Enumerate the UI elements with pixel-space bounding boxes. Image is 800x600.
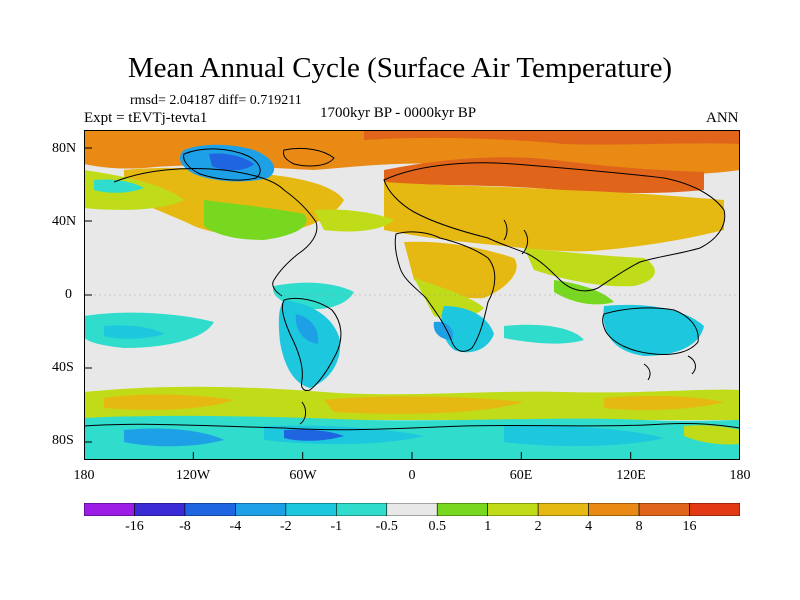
southeast-asia-band	[554, 280, 614, 305]
colorbar-label: 1	[484, 519, 492, 534]
lon-tick-120e: 120E	[616, 468, 646, 483]
colorbar-swatch	[386, 503, 438, 516]
season-label: ANN	[706, 110, 739, 126]
colorbar-swatch	[184, 503, 236, 516]
colorbar-swatch	[134, 503, 186, 516]
angola-cooling	[433, 321, 454, 340]
antarctic-strong-cooling	[284, 429, 344, 441]
colorbar-label: -0.5	[375, 519, 398, 534]
colorbar	[84, 503, 740, 516]
colorbar-label: -8	[179, 519, 191, 534]
colorbar-label: -1	[330, 519, 343, 534]
lon-tick-60e: 60E	[509, 468, 533, 483]
colorbar-swatch	[537, 503, 589, 516]
siberia-strong-warm	[384, 157, 704, 194]
us-moderate-warm	[204, 200, 307, 240]
lat-tick-40s: 40S	[52, 360, 74, 375]
amazon-cooling	[295, 314, 319, 344]
colorbar-label: -16	[125, 519, 144, 534]
temperature-anomaly-map	[84, 130, 740, 460]
colorbar-label: 16	[682, 519, 697, 534]
colorbar-swatch	[285, 503, 337, 516]
south-pacific-core	[104, 325, 164, 339]
colorbar-swatch	[487, 503, 539, 516]
bering-cooling	[94, 179, 144, 193]
colorbar-swatch	[235, 503, 287, 516]
colorbar-label: 2	[534, 519, 542, 534]
southern-ocean-warm-b	[324, 396, 524, 414]
southern-africa-cooling	[441, 306, 494, 353]
antarctic-cooling-core-a	[124, 428, 224, 447]
colorbar-swatch	[689, 503, 740, 516]
colorbar-label: 0.5	[428, 519, 446, 534]
canada-strong-cooling	[209, 153, 254, 171]
colorbar-label: -4	[229, 519, 242, 534]
figure-title: Mean Annual Cycle (Surface Air Temperatu…	[127, 52, 673, 84]
eurasia-warm	[384, 182, 724, 252]
lon-tick-120w: 120W	[175, 468, 211, 483]
colorbar-label: 8	[635, 519, 643, 534]
lon-tick-0: 0	[408, 468, 416, 483]
antarctic-cooling-core-c	[504, 425, 664, 447]
southern-ocean-warm-a	[104, 394, 234, 410]
lat-tick-0: 0	[65, 287, 72, 302]
antarctic-warm-patch	[684, 425, 740, 445]
lat-tick-40n: 40N	[52, 214, 77, 229]
period-label: 1700kyr BP - 0000kyr BP	[320, 105, 477, 121]
southern-ocean-warm-c	[604, 395, 724, 410]
north-atlantic-band	[314, 209, 394, 232]
coastlines	[84, 147, 740, 431]
colorbar-swatch	[436, 503, 488, 516]
lon-tick-60w: 60W	[289, 468, 317, 483]
experiment-label: Expt = tEVTj-tevta1	[84, 110, 208, 126]
colorbar-swatch	[638, 503, 690, 516]
colorbar-label: -2	[280, 519, 292, 534]
indian-ocean-cooling	[504, 324, 584, 344]
south-america-cooling	[278, 300, 341, 388]
south-asia-band	[524, 248, 655, 287]
lat-tick-80n: 80N	[52, 141, 77, 156]
colorbar-label: 4	[585, 519, 593, 534]
axis-ticks	[84, 147, 740, 460]
lon-tick-180e: 180	[729, 468, 751, 483]
arctic-strong-warm	[364, 130, 740, 145]
lat-tick-80s: 80S	[52, 433, 74, 448]
stats-label: rmsd= 2.04187 diff= 0.719211	[130, 93, 302, 108]
colorbar-swatch	[588, 503, 640, 516]
sahel-band	[414, 278, 484, 319]
australia-cooling	[603, 304, 704, 356]
lon-tick-180w: 180	[73, 468, 95, 483]
colorbar-swatch	[336, 503, 388, 516]
colorbar-swatch	[84, 503, 135, 516]
